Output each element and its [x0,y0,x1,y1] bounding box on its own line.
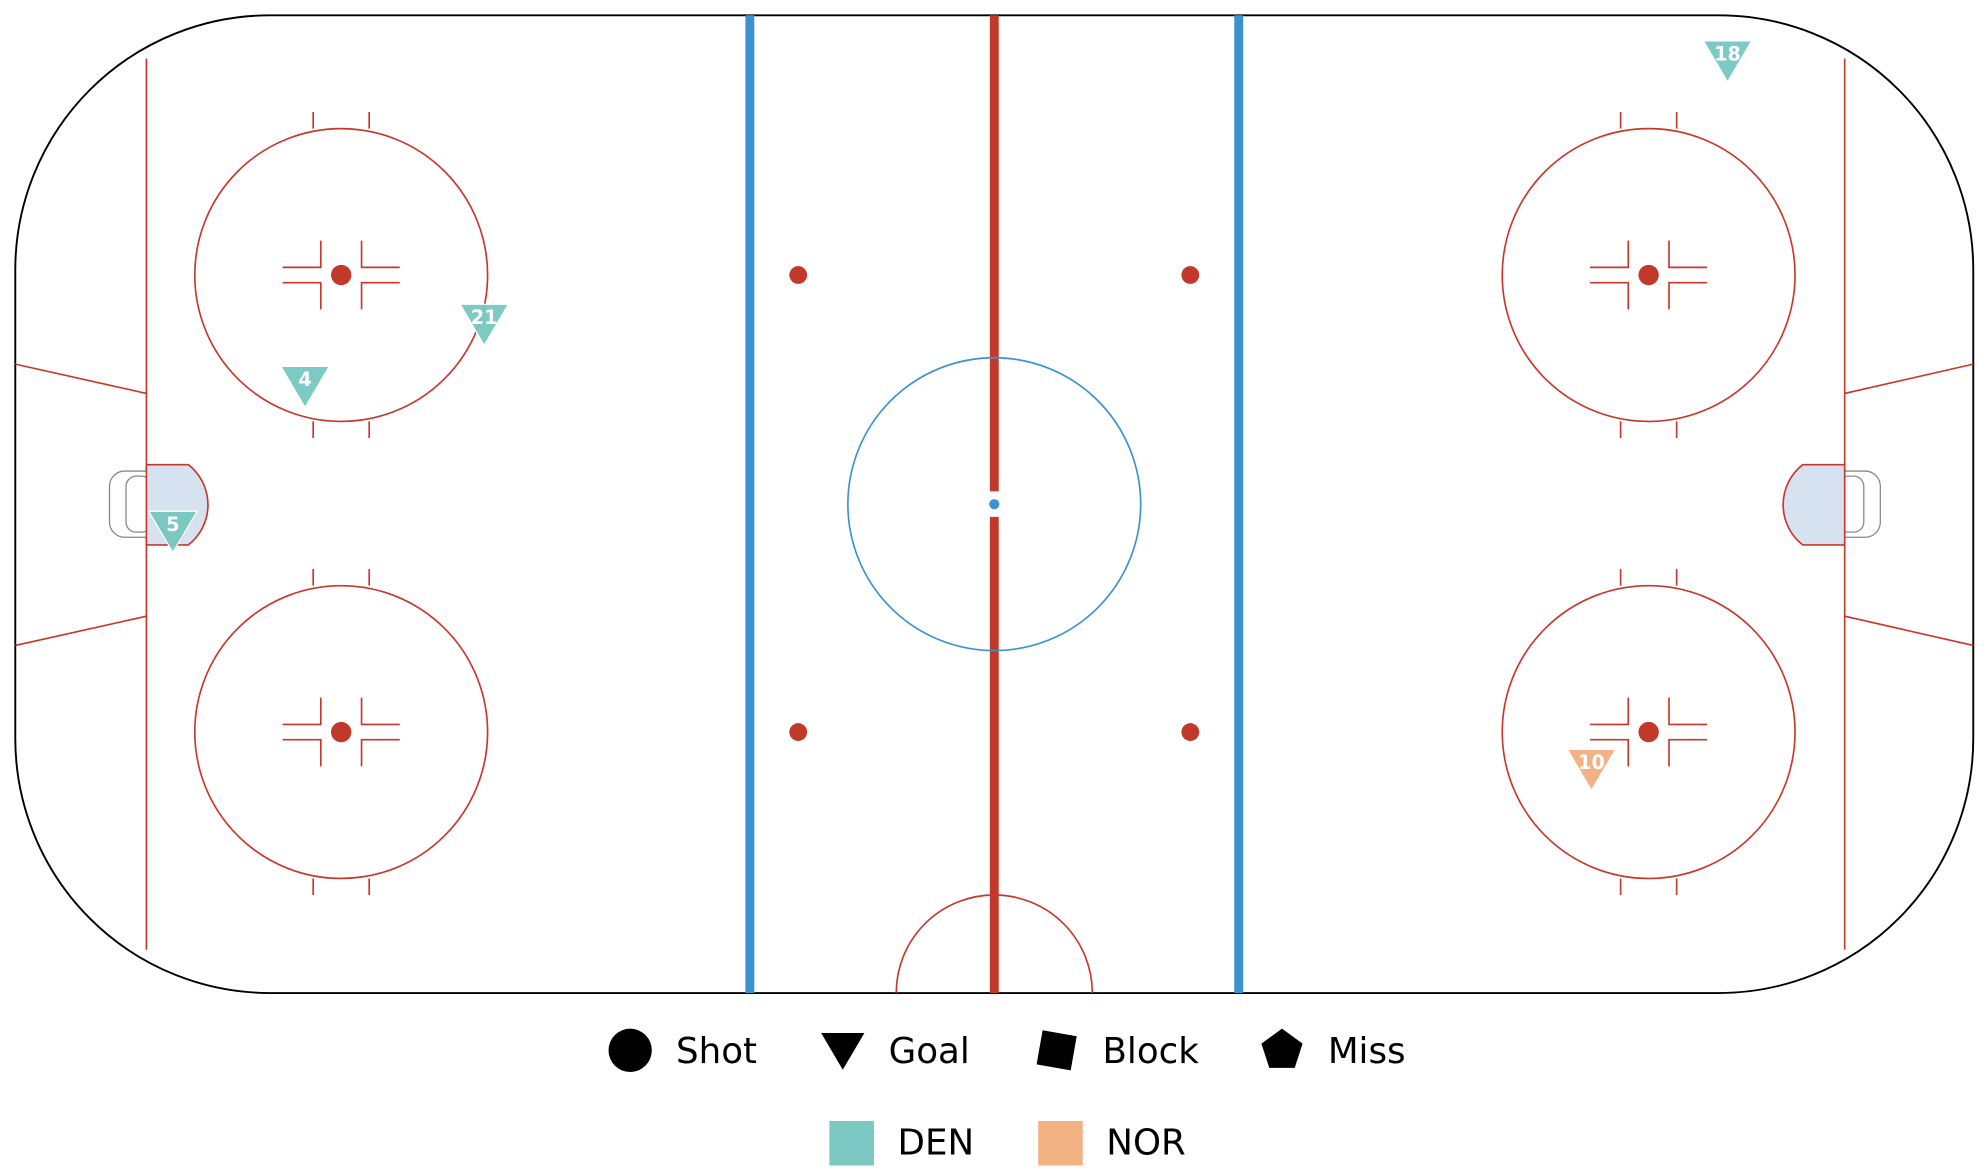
legend-label: Shot [676,1031,757,1072]
legend-label: NOR [1106,1123,1185,1164]
legend-item: Miss [1261,1028,1406,1072]
legend-swatch [1036,1119,1085,1167]
marker-label: 10 [1578,751,1605,774]
legend-symbol [821,1033,865,1070]
legend-label: Miss [1328,1031,1406,1072]
legend-symbol [1036,1030,1077,1071]
rink [14,14,1975,994]
marker-label: 21 [471,306,498,329]
marker-label: 18 [1714,43,1741,66]
event-legend: Shot Goal Block Miss [608,1028,1406,1072]
legend-label: Block [1102,1031,1199,1072]
legend-symbol [608,1028,652,1072]
legend-item: Shot [608,1028,757,1072]
marker [1566,748,1617,792]
team-legend: DEN NOR [828,1119,1186,1167]
legend-item: DEN [828,1119,975,1167]
marker [458,303,510,347]
legend-label: DEN [898,1123,975,1164]
legend-item: Goal [821,1031,970,1072]
marker-label: 5 [166,513,179,536]
marker [279,365,331,409]
legend-symbol [1261,1028,1303,1068]
marker [147,510,199,554]
marker [1702,40,1753,84]
legend-item: NOR [1036,1119,1186,1167]
legend-swatch [828,1119,876,1167]
legend-label: Goal [889,1031,970,1072]
legend-item: Block [1036,1030,1199,1072]
marker-label: 4 [298,368,311,391]
events: 21 4 5 18 10 [147,40,1753,792]
